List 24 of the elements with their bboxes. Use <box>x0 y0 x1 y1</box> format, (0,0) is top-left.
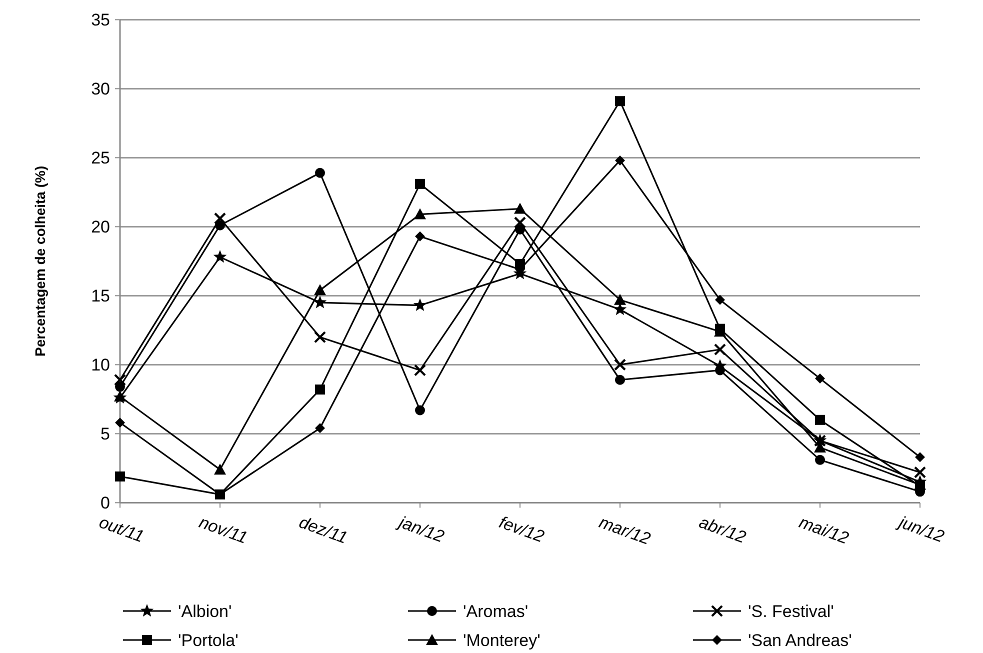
y-tick-label: 10 <box>91 356 110 375</box>
y-tick-label: 5 <box>100 424 110 444</box>
y-tick-label: 30 <box>91 80 110 99</box>
x-tick-label: dez/11 <box>296 512 350 548</box>
x-tick-label: jan/12 <box>394 512 448 546</box>
legend-label: 'San Andreas' <box>748 630 852 650</box>
x-tick-label: nov/11 <box>196 512 250 548</box>
y-tick-label: 0 <box>100 494 110 513</box>
y-tick-label: 35 <box>91 10 110 30</box>
y-axis-title: Percentagem de colheita (%) <box>32 166 48 357</box>
legend-label: 'S. Festival' <box>748 602 834 621</box>
x-tick-label: abr/12 <box>696 512 749 548</box>
x-tick-label: mai/12 <box>796 512 852 548</box>
legend-label: 'Aromas' <box>463 602 528 621</box>
legend-label: 'Monterey' <box>463 630 540 650</box>
x-tick-label: mar/12 <box>596 512 654 549</box>
x-tick-label: out/11 <box>96 512 146 546</box>
y-tick-label: 15 <box>91 286 110 306</box>
legend-label: 'Portola' <box>178 630 238 650</box>
y-tick-label: 20 <box>91 218 110 237</box>
x-tick-label: fev/12 <box>496 512 548 546</box>
legend-label: 'Albion' <box>178 602 232 621</box>
x-tick-label: jun/12 <box>894 512 948 546</box>
y-tick-label: 25 <box>91 148 110 168</box>
